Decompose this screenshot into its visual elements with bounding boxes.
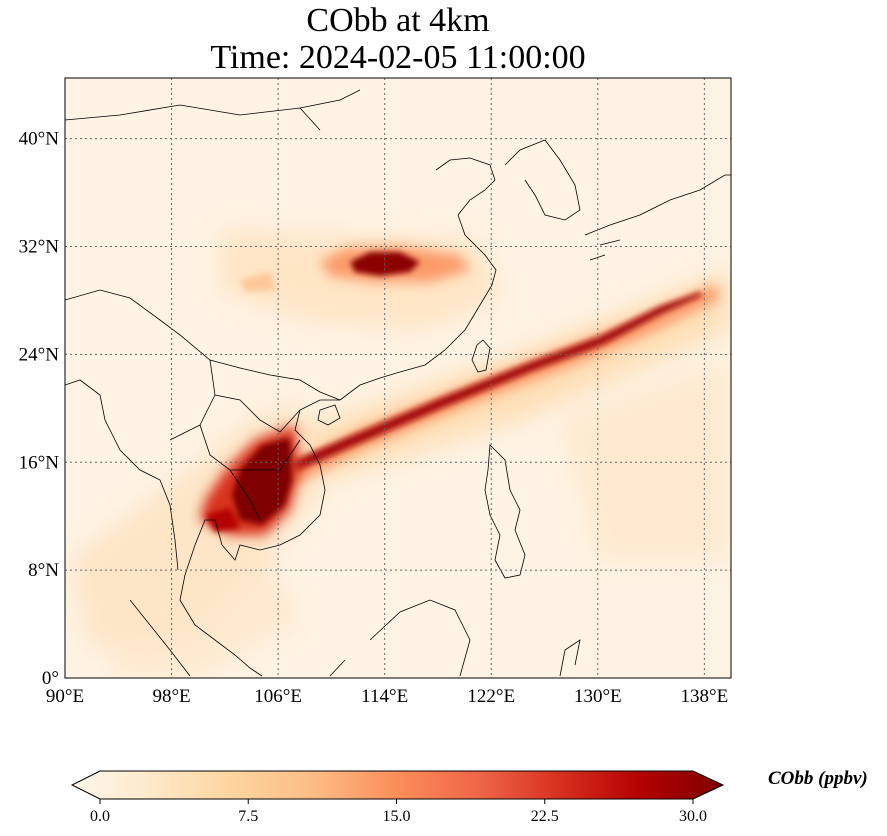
title-line: CObb at 4km xyxy=(306,2,490,39)
colorbar-tick-label: 0.0 xyxy=(90,808,110,825)
colorbar-tick-label: 15.0 xyxy=(383,808,411,825)
concentration-field xyxy=(65,78,731,678)
x-tick-label: 130°E xyxy=(574,686,622,707)
x-tick-label: 122°E xyxy=(467,686,515,707)
diffuse-haze-south xyxy=(110,540,300,676)
border-mongolia xyxy=(65,89,361,131)
coastline-korea xyxy=(504,139,581,221)
colorbar-body xyxy=(70,770,725,800)
coastline-japan xyxy=(584,174,731,261)
gridlines xyxy=(65,78,731,678)
y-tick-label: 16°N xyxy=(19,452,60,473)
colorbar-tick-label: 22.5 xyxy=(531,808,559,825)
colorbar: 0.0 7.5 15.0 22.5 30.0 xyxy=(70,770,725,825)
coastline-sulawesi xyxy=(559,639,581,677)
x-tick-label: 106°E xyxy=(254,686,302,707)
coastline-philippines xyxy=(484,444,526,579)
colorbar-ticks: 0.0 7.5 15.0 22.5 30.0 xyxy=(90,799,707,825)
y-tick-label: 8°N xyxy=(28,560,59,581)
x-axis-ticks: 90°E 98°E 106°E 114°E 122°E 130°E 138°E xyxy=(46,686,728,707)
colorbar-tick-label: 7.5 xyxy=(238,808,258,825)
chart-title: CObb at 4km Time: 2024-02-05 11:00:00 xyxy=(65,2,731,76)
coastline-china-east xyxy=(339,157,497,401)
x-tick-label: 90°E xyxy=(46,686,84,707)
y-tick-label: 40°N xyxy=(19,129,60,150)
y-tick-label: 0° xyxy=(42,668,59,689)
y-axis-ticks: 0° 8°N 16°N 24°N 32°N 40°N xyxy=(19,129,60,689)
subtitle-line: Time: 2024-02-05 11:00:00 xyxy=(210,39,586,76)
diffuse-haze-east xyxy=(560,360,730,560)
map-frame xyxy=(64,77,732,679)
plume-china-west xyxy=(240,272,275,292)
plume-indochina-west xyxy=(205,508,240,532)
plume-indochina-core xyxy=(232,438,292,525)
x-tick-label: 98°E xyxy=(152,686,190,707)
coastline-sumatra xyxy=(129,599,191,677)
x-tick-label: 138°E xyxy=(681,686,729,707)
colorbar-tick-label: 30.0 xyxy=(679,808,707,825)
coastline-indochina xyxy=(179,399,340,677)
coastline-borneo xyxy=(329,599,471,677)
y-tick-label: 24°N xyxy=(19,344,60,365)
y-tick-label: 32°N xyxy=(19,237,60,258)
coastline-myanmar xyxy=(65,379,179,571)
x-tick-label: 114°E xyxy=(361,686,408,707)
colorbar-label: CObb (ppbv) xyxy=(768,768,868,789)
transport-band-core xyxy=(290,292,702,472)
coastline-taiwan xyxy=(471,339,491,373)
coastline-hainan xyxy=(317,404,341,426)
